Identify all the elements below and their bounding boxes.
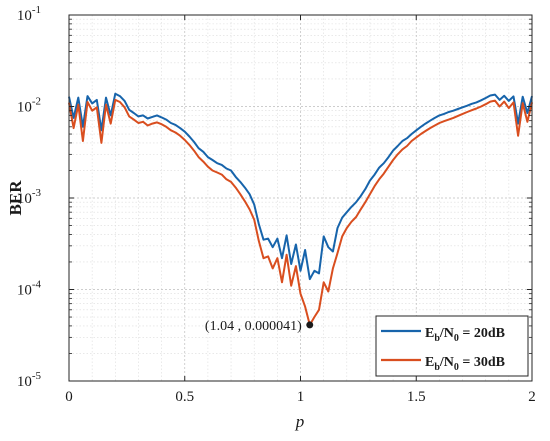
series-line-20db	[68, 92, 533, 281]
legend-label-20db-n: /N	[439, 326, 454, 341]
x-tick-label: 2	[528, 389, 536, 405]
legend: Eb/N0 = 20dB Eb/N0 = 30dB	[375, 315, 529, 377]
min-point-marker	[306, 321, 314, 329]
min-point-label: (1.04 , 0.000041)	[205, 319, 302, 334]
x-tick-labels: 0 0.5 1 1.5 2	[65, 389, 536, 405]
legend-label-20db-sub-b: b	[434, 333, 440, 344]
legend-label-30db-e: E	[425, 355, 434, 370]
x-tick-label: 0.5	[175, 389, 194, 405]
series-layer	[68, 92, 533, 326]
y-tick-labels: 10-5 10-4 10-3 10-2 10-1	[17, 4, 42, 390]
legend-label-30db-n: /N	[439, 355, 454, 370]
legend-label-20db-sub-0: 0	[454, 333, 459, 344]
y-tick-label: 10-2	[17, 96, 41, 116]
y-tick-label: 10-5	[17, 370, 42, 390]
annotation-layer: (1.04 , 0.000041)	[205, 319, 314, 334]
x-tick-label: 1	[297, 389, 305, 405]
legend-box	[375, 315, 529, 377]
y-axis-label: BER	[6, 180, 25, 216]
legend-label-30db-sub-0: 0	[454, 362, 459, 373]
y-tick-label: 10-3	[17, 187, 42, 207]
y-tick-label: 10-4	[17, 279, 42, 299]
legend-label-20db-e: E	[425, 326, 434, 341]
legend-label-20db-value: = 20dB	[459, 326, 505, 341]
x-tick-label: 1.5	[407, 389, 426, 405]
series-line-30db	[68, 98, 533, 326]
legend-label-20db: Eb/N0 = 20dB	[425, 326, 505, 344]
legend-label-30db: Eb/N0 = 30dB	[425, 355, 505, 373]
legend-label-30db-sub-b: b	[434, 362, 440, 373]
legend-label-30db-value: = 30dB	[459, 355, 505, 370]
ticks-layer	[68, 14, 533, 382]
x-tick-label: 0	[65, 389, 73, 405]
x-axis-label: p	[295, 412, 305, 431]
y-tick-label: 10-1	[17, 4, 41, 24]
